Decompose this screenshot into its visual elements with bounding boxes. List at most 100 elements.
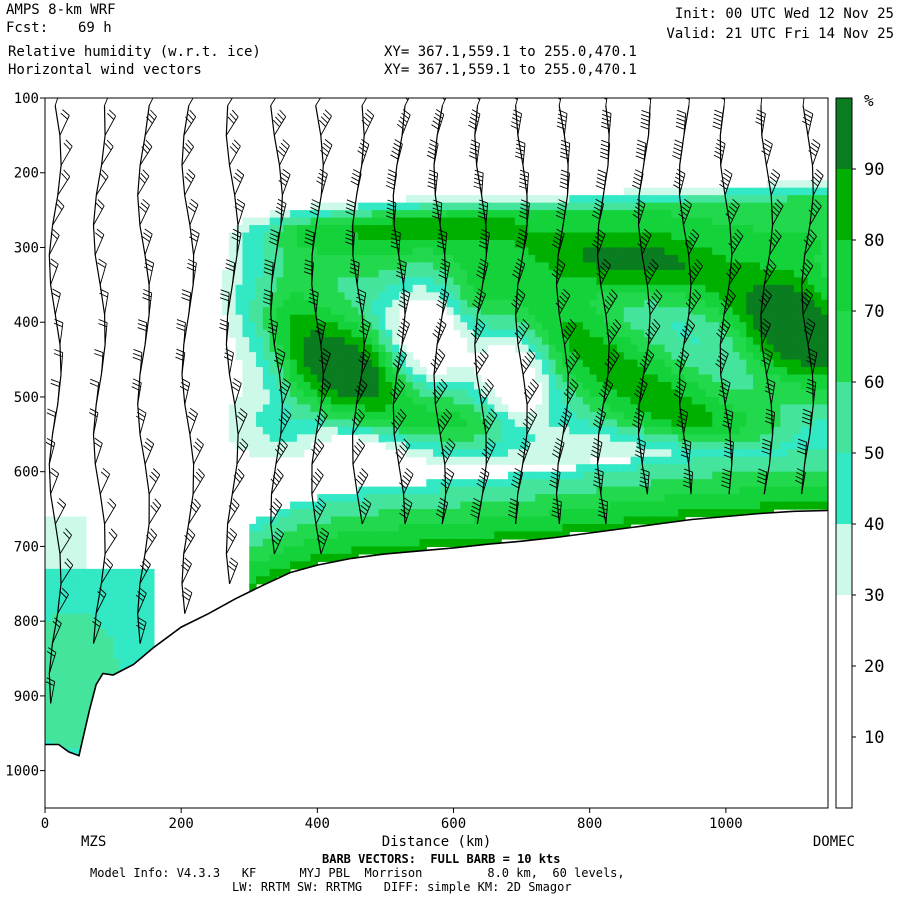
rh-cell: [337, 516, 346, 525]
rh-cell: [759, 292, 768, 301]
rh-cell: [521, 307, 530, 316]
wind-barb-flag: [55, 80, 63, 85]
wind-barb-flag: [133, 348, 143, 354]
rh-cell: [113, 666, 121, 675]
wind-barb-flag: [355, 478, 363, 486]
rh-cell: [283, 359, 291, 368]
rh-cell: [262, 314, 271, 323]
rh-cell: [780, 232, 788, 241]
rh-cell: [344, 546, 352, 555]
rh-cell: [283, 247, 291, 256]
rh-cell: [753, 441, 761, 450]
rh-cell: [269, 359, 278, 368]
rh-cell: [290, 531, 298, 540]
rh-cell: [262, 329, 271, 338]
wind-barb-flag: [403, 90, 410, 96]
rh-cell: [691, 441, 700, 450]
rh-cell: [501, 479, 509, 488]
rh-cell: [446, 382, 455, 391]
rh-cell: [528, 531, 536, 540]
rh-cell: [126, 628, 135, 637]
rh-cell: [228, 269, 237, 278]
rh-cell: [269, 553, 278, 562]
rh-cell: [296, 389, 305, 398]
rh-cell: [535, 441, 543, 450]
rh-cell: [365, 329, 373, 338]
rh-cell: [671, 210, 679, 219]
rh-cell: [671, 516, 679, 525]
rh-cell: [419, 441, 427, 450]
rh-cell: [365, 262, 373, 271]
wind-barb-flag: [276, 527, 284, 535]
rh-cell: [290, 538, 298, 548]
rh-cell: [378, 426, 387, 435]
rh-cell: [616, 232, 625, 241]
rh-cell: [276, 240, 284, 249]
rh-cell: [92, 673, 101, 682]
wind-barb-flag: [397, 263, 406, 268]
rh-cell: [562, 509, 570, 518]
rh-cell: [671, 464, 679, 473]
rh-cell: [501, 277, 509, 286]
rh-cell: [351, 307, 359, 316]
rh-cell: [385, 247, 393, 256]
rh-cell: [603, 464, 611, 473]
rh-cell: [535, 352, 543, 361]
rh-cell: [725, 404, 734, 413]
rh-cell: [569, 501, 577, 510]
rh-cell: [303, 524, 312, 533]
rh-cell: [487, 524, 495, 533]
wind-barb-flag: [220, 289, 230, 294]
rh-cell: [766, 262, 775, 271]
rh-cell: [630, 471, 638, 480]
rh-cell: [535, 299, 543, 308]
rh-cell: [351, 232, 359, 241]
rh-cell: [732, 337, 741, 346]
wind-barb-flag: [132, 356, 142, 361]
rh-cell: [507, 277, 516, 286]
wind-barb-flag: [109, 498, 117, 506]
wind-barb-flag: [141, 236, 150, 242]
rh-cell: [412, 531, 421, 540]
rh-cell: [555, 210, 564, 219]
rh-cell: [603, 277, 611, 286]
rh-cell: [344, 538, 352, 548]
rh-cell: [126, 598, 135, 607]
rh-cell: [283, 374, 291, 383]
wind-barb-flag: [361, 139, 370, 145]
rh-cell: [296, 359, 305, 368]
rh-cell: [664, 426, 672, 435]
rh-cell: [65, 524, 73, 533]
rh-cell: [337, 538, 346, 548]
rh-cell: [582, 374, 591, 383]
rh-cell: [365, 284, 373, 293]
rh-cell: [630, 202, 638, 211]
rh-cell: [276, 254, 284, 264]
wind-barb-flag: [150, 109, 157, 117]
rh-cell: [814, 419, 822, 428]
rh-cell: [528, 516, 536, 525]
rh-cell: [507, 240, 516, 249]
rh-cell: [732, 404, 741, 413]
rh-cell: [739, 367, 747, 376]
rh-cell: [494, 307, 502, 316]
rh-cell: [542, 225, 550, 234]
rh-cell: [753, 359, 761, 368]
wind-barb-flag: [275, 84, 281, 91]
rh-cell: [249, 277, 257, 286]
rh-cell: [507, 329, 516, 338]
rh-cell: [746, 501, 754, 510]
rh-cell: [603, 419, 611, 428]
rh-cell: [787, 254, 795, 264]
rh-cell: [719, 314, 727, 323]
rh-cell: [269, 374, 278, 383]
rh-cell: [140, 568, 148, 577]
rh-cell: [698, 426, 707, 435]
rh-cell: [589, 509, 598, 518]
rh-cell: [555, 426, 564, 435]
rh-cell: [249, 449, 257, 458]
rh-cell: [358, 240, 366, 249]
wind-barb-flag: [406, 467, 414, 475]
rh-cell: [569, 322, 577, 331]
rh-cell: [378, 531, 387, 540]
